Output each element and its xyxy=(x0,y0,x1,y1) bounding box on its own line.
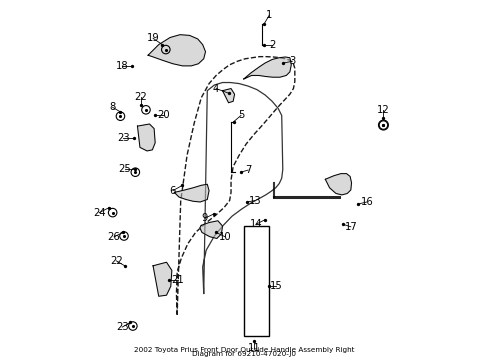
Text: 23: 23 xyxy=(117,133,129,143)
Text: 8: 8 xyxy=(109,102,116,112)
Polygon shape xyxy=(174,184,209,202)
Text: 20: 20 xyxy=(157,111,170,121)
Text: 22: 22 xyxy=(134,92,147,102)
Polygon shape xyxy=(153,262,171,296)
Polygon shape xyxy=(222,89,234,103)
Text: 3: 3 xyxy=(288,56,295,66)
Bar xyxy=(244,226,269,336)
Text: 12: 12 xyxy=(376,105,389,115)
Text: 1: 1 xyxy=(265,10,272,20)
Text: 2002 Toyota Prius Front Door Outside Handle Assembly Right: 2002 Toyota Prius Front Door Outside Han… xyxy=(134,347,354,353)
Text: 15: 15 xyxy=(269,281,282,291)
Text: 2: 2 xyxy=(268,40,275,50)
Polygon shape xyxy=(325,174,351,195)
Polygon shape xyxy=(244,57,291,79)
Text: 24: 24 xyxy=(93,208,105,217)
Text: 6: 6 xyxy=(169,186,176,195)
Text: 16: 16 xyxy=(360,197,372,207)
Text: 21: 21 xyxy=(171,275,184,285)
Text: 9: 9 xyxy=(201,213,207,223)
Text: Diagram for 69210-47020-J0: Diagram for 69210-47020-J0 xyxy=(192,351,296,356)
Text: 14: 14 xyxy=(249,219,262,229)
Polygon shape xyxy=(137,124,155,151)
Text: 17: 17 xyxy=(344,222,356,232)
Polygon shape xyxy=(148,35,205,66)
Text: 25: 25 xyxy=(118,164,131,174)
Text: 22: 22 xyxy=(110,256,122,266)
Text: 26: 26 xyxy=(107,232,120,242)
Polygon shape xyxy=(200,221,222,238)
Text: 19: 19 xyxy=(146,33,159,43)
Text: 10: 10 xyxy=(218,232,231,242)
Text: 7: 7 xyxy=(244,165,251,175)
Text: 13: 13 xyxy=(248,195,261,206)
Text: 23: 23 xyxy=(116,322,128,332)
Text: 4: 4 xyxy=(213,84,219,94)
Text: 11: 11 xyxy=(247,343,260,354)
Text: 5: 5 xyxy=(237,111,244,121)
Text: 18: 18 xyxy=(116,61,128,71)
